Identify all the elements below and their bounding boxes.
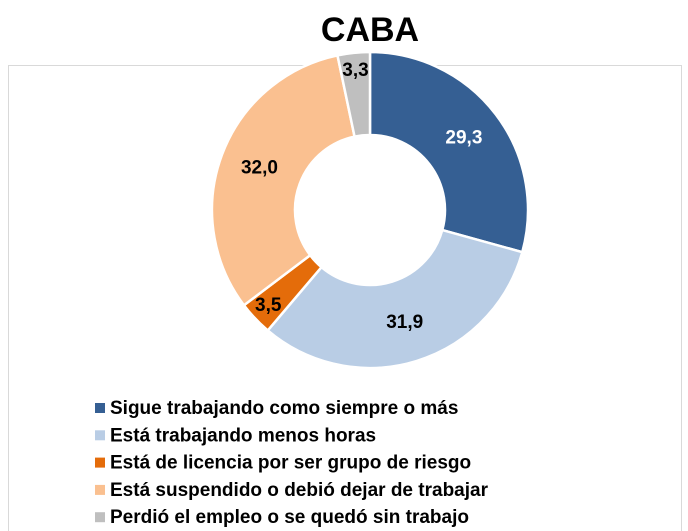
donut-slice: [210, 53, 357, 308]
legend-swatch: [95, 484, 105, 495]
legend-label: Perdió el empleo o se quedó sin trabajo: [110, 507, 469, 528]
legend-swatch: [95, 430, 105, 441]
legend-label: Está de licencia por ser grupo de riesgo: [110, 453, 471, 474]
donut-slice: [368, 50, 530, 254]
donut-slice: [335, 50, 372, 139]
legend-swatch: [95, 512, 105, 523]
chart-title: CABA: [321, 11, 419, 49]
legend-label: Sigue trabajando como siempre o más: [110, 398, 458, 419]
data-label: 32,0: [241, 158, 278, 179]
legend-swatch: [95, 457, 105, 468]
legend-label: Está trabajando menos horas: [110, 425, 376, 446]
legend-swatch: [95, 403, 105, 413]
data-label: 31,9: [386, 312, 423, 333]
data-label: 29,3: [445, 128, 482, 149]
donut-slice: [266, 228, 524, 370]
data-label: 3,5: [255, 295, 282, 316]
data-label: 3,3: [342, 60, 368, 81]
legend-label: Está suspendido o debió dejar de trabaja…: [110, 480, 489, 501]
